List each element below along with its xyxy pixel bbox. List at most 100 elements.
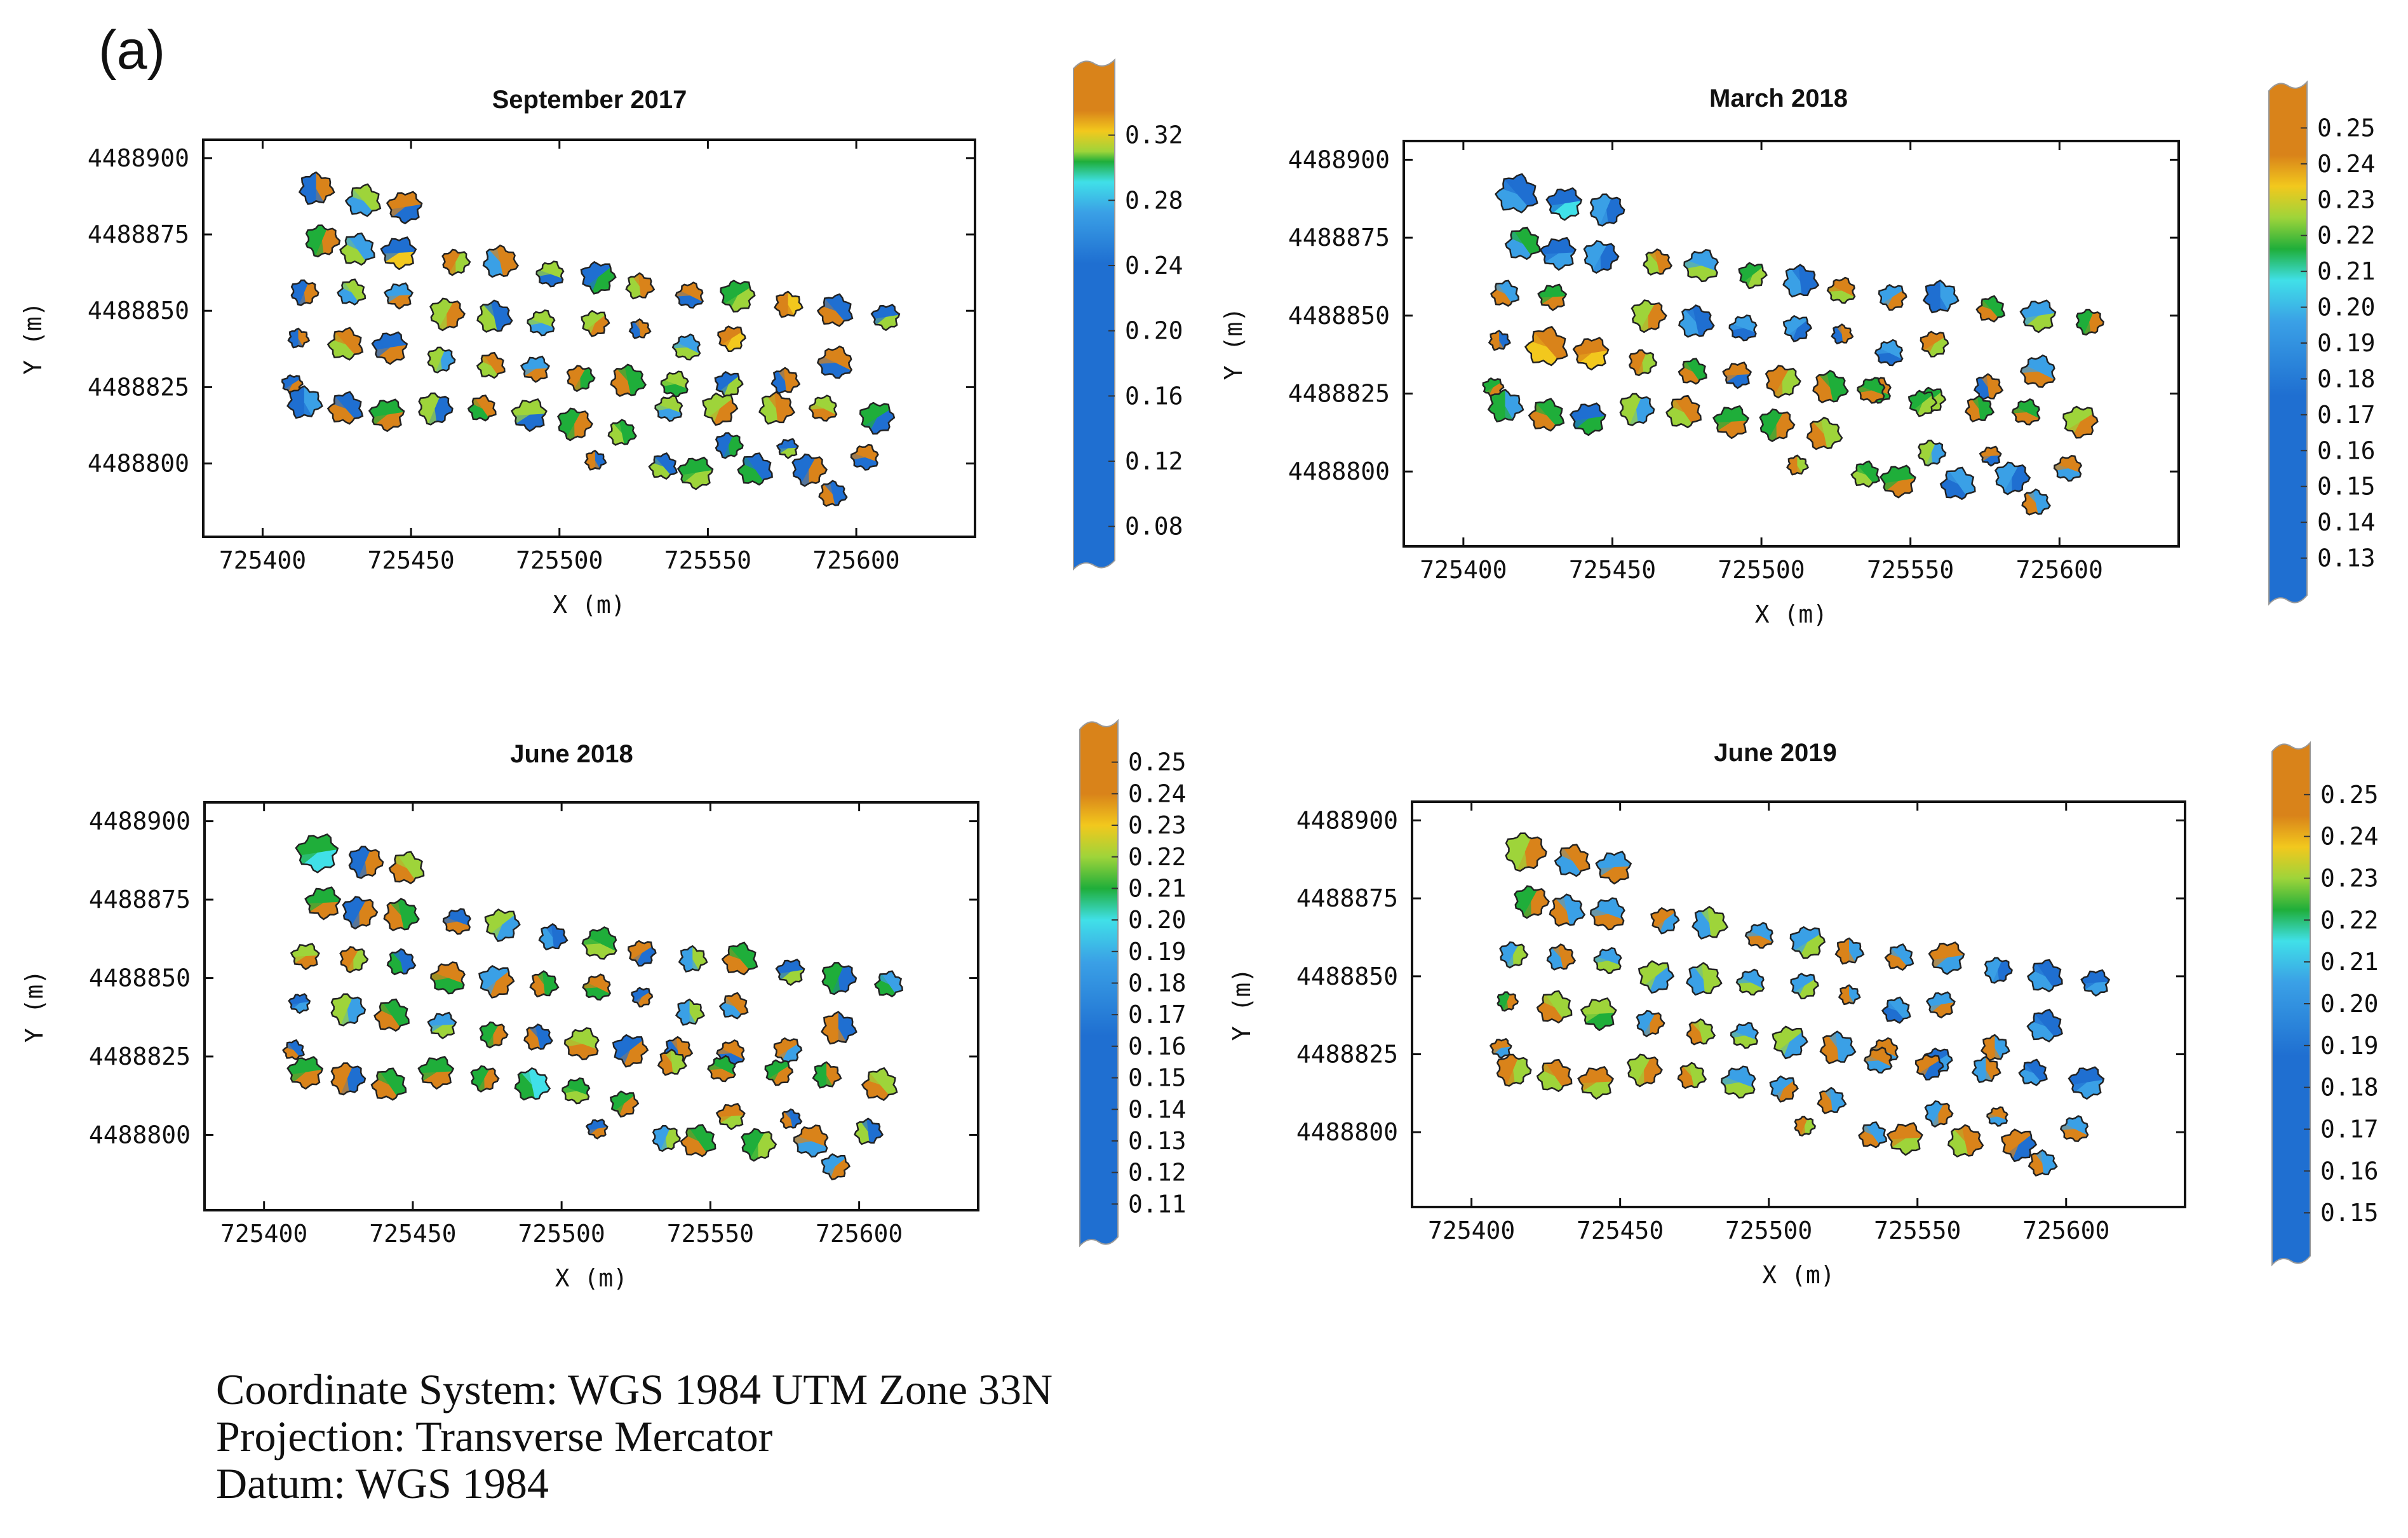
x-tick-label: 725450 [369, 1220, 456, 1248]
colorbar: 0.25 0.24 0.23 0.22 0.21 0.20 0.19 0.18 0.17 0.16… [1079, 718, 1187, 1248]
colorbar-tick-label: 0.22 [1128, 843, 1187, 871]
chart-panel-3: June 2018 725400 725450 725500 725550 725600 4… [20, 718, 1187, 1292]
colorbar-tick-label: 0.22 [2317, 222, 2376, 250]
x-tick-label: 725550 [664, 546, 751, 574]
colorbar-gradient [1073, 58, 1115, 571]
y-tick-label: 4488875 [1288, 224, 1390, 252]
colorbar-gradient [2268, 80, 2308, 606]
colorbar-tick-label: 0.16 [2317, 436, 2376, 464]
y-tick-label: 4488875 [88, 220, 189, 248]
x-tick-label: 725500 [518, 1220, 605, 1248]
colorbar: 0.25 0.24 0.23 0.22 0.21 0.20 0.19 0.18 0.17 0.16… [2268, 80, 2376, 606]
colorbar-tick-label: 0.14 [1128, 1095, 1187, 1123]
colorbar: 0.25 0.24 0.23 0.22 0.21 0.20 0.19 0.18 0.17 0.16… [2271, 741, 2379, 1267]
colorbar-tick-label: 0.21 [1128, 874, 1187, 902]
colorbar: 0.32 0.28 0.24 0.20 0.16 0.12 0.08 [1073, 58, 1183, 571]
plot-frame [202, 138, 976, 538]
x-tick-label: 725450 [1577, 1217, 1664, 1245]
x-tick-label: 725400 [220, 1220, 307, 1248]
tree-crown [348, 846, 384, 879]
colorbar-tick-label: 0.19 [2320, 1032, 2379, 1060]
y-tick-label: 4488850 [1288, 302, 1390, 330]
x-tick-label: 725500 [1725, 1217, 1812, 1245]
colorbar-tick-label: 0.14 [2317, 508, 2376, 536]
colorbar-tick-label: 0.24 [1128, 779, 1187, 807]
x-tick-label: 725450 [367, 546, 454, 574]
x-axis-label: X (m) [1762, 1261, 1834, 1289]
colorbar-tick-label: 0.13 [2317, 544, 2376, 572]
y-tick-label: 4488850 [89, 964, 191, 992]
tree-crown [388, 851, 425, 884]
colorbar-tick-label: 0.23 [1128, 811, 1187, 839]
colorbar-tick-label: 0.17 [1128, 1001, 1187, 1029]
colorbar-tick-label: 0.20 [2317, 293, 2376, 321]
x-tick-label: 725600 [812, 546, 899, 574]
colorbar-tick-label: 0.23 [2317, 186, 2376, 213]
colorbar-tick-label: 0.15 [2320, 1199, 2379, 1227]
chart-panel-4: June 2019 725400 725450 725500 725550 725600 4… [1228, 739, 2379, 1289]
colorbar-tick-label: 0.16 [1125, 382, 1183, 410]
colorbar-tick-label: 0.16 [2320, 1157, 2379, 1185]
y-tick-label: 4488900 [89, 807, 191, 835]
x-axis-label: X (m) [555, 1264, 628, 1292]
colorbar-tick-label: 0.18 [2317, 365, 2376, 393]
colorbar-gradient [2271, 741, 2311, 1267]
chart-panel-2: March 2018 725400 725450 725500 725550 725600… [1220, 80, 2376, 628]
y-tick-label: 4488800 [88, 450, 189, 478]
y-axis-label: Y (m) [20, 970, 48, 1042]
colorbar-tick-label: 0.25 [1128, 748, 1187, 776]
colorbar-tick-label: 0.22 [2320, 906, 2379, 934]
y-axis-label: Y (m) [1220, 307, 1248, 380]
colorbar-tick-label: 0.12 [1125, 447, 1183, 475]
colorbar-tick-label: 0.12 [1128, 1159, 1187, 1187]
x-tick-label: 725550 [667, 1220, 754, 1248]
colorbar-tick-label: 0.08 [1125, 513, 1183, 541]
x-tick-label: 725400 [1428, 1217, 1515, 1245]
x-tick-label: 725400 [1420, 556, 1507, 584]
chart-title: June 2018 [510, 740, 633, 768]
colorbar-tick-label: 0.16 [1128, 1032, 1187, 1060]
colorbar-tick-label: 0.25 [2320, 781, 2379, 809]
chart-title: March 2018 [1709, 84, 1848, 112]
colorbar-tick-label: 0.24 [1125, 252, 1183, 280]
x-tick-label: 725550 [1874, 1217, 1961, 1245]
x-tick-label: 725400 [219, 546, 306, 574]
colorbar-tick-label: 0.20 [1125, 317, 1183, 345]
colorbar-tick-label: 0.17 [2320, 1116, 2379, 1143]
y-tick-label: 4488825 [1296, 1041, 1398, 1069]
chart-title: September 2017 [492, 86, 687, 114]
x-tick-label: 725600 [2016, 556, 2103, 584]
tree-crown [628, 318, 652, 340]
colorbar-tick-label: 0.25 [2317, 114, 2376, 142]
datum-text: Datum: WGS 1984 [216, 1459, 549, 1508]
y-tick-label: 4488825 [1288, 380, 1390, 408]
panel-label: (a) [98, 20, 166, 81]
colorbar-tick-label: 0.24 [2320, 823, 2379, 851]
colorbar-tick-label: 0.19 [1128, 938, 1187, 966]
tree-crown [523, 1023, 553, 1051]
y-tick-label: 4488800 [1288, 457, 1390, 485]
colorbar-tick-label: 0.21 [2317, 257, 2376, 285]
x-axis-label: X (m) [553, 591, 625, 619]
colorbar-tick-label: 0.32 [1125, 121, 1183, 149]
colorbar-tick-label: 0.19 [2317, 329, 2376, 357]
y-tick-label: 4488800 [89, 1121, 191, 1149]
colorbar-tick-label: 0.20 [2320, 990, 2379, 1018]
y-axis-label: Y (m) [1228, 968, 1256, 1041]
colorbar-tick-label: 0.28 [1125, 186, 1183, 214]
x-tick-label: 725450 [1569, 556, 1656, 584]
colorbar-tick-label: 0.21 [2320, 948, 2379, 976]
colorbar-gradient [1079, 718, 1119, 1248]
colorbar-tick-label: 0.15 [1128, 1064, 1187, 1092]
x-tick-label: 725500 [516, 546, 603, 574]
map-metadata: Coordinate System: WGS 1984 UTM Zone 33N… [216, 1366, 1053, 1507]
y-tick-label: 4488850 [88, 297, 189, 325]
colorbar-tick-label: 0.23 [2320, 865, 2379, 893]
chart-title: June 2019 [1714, 739, 1836, 767]
y-tick-label: 4488875 [1296, 884, 1398, 912]
y-tick-label: 4488900 [1296, 806, 1398, 834]
x-axis-label: X (m) [1755, 600, 1827, 628]
colorbar-tick-label: 0.24 [2317, 150, 2376, 178]
tree-crown [714, 371, 744, 398]
